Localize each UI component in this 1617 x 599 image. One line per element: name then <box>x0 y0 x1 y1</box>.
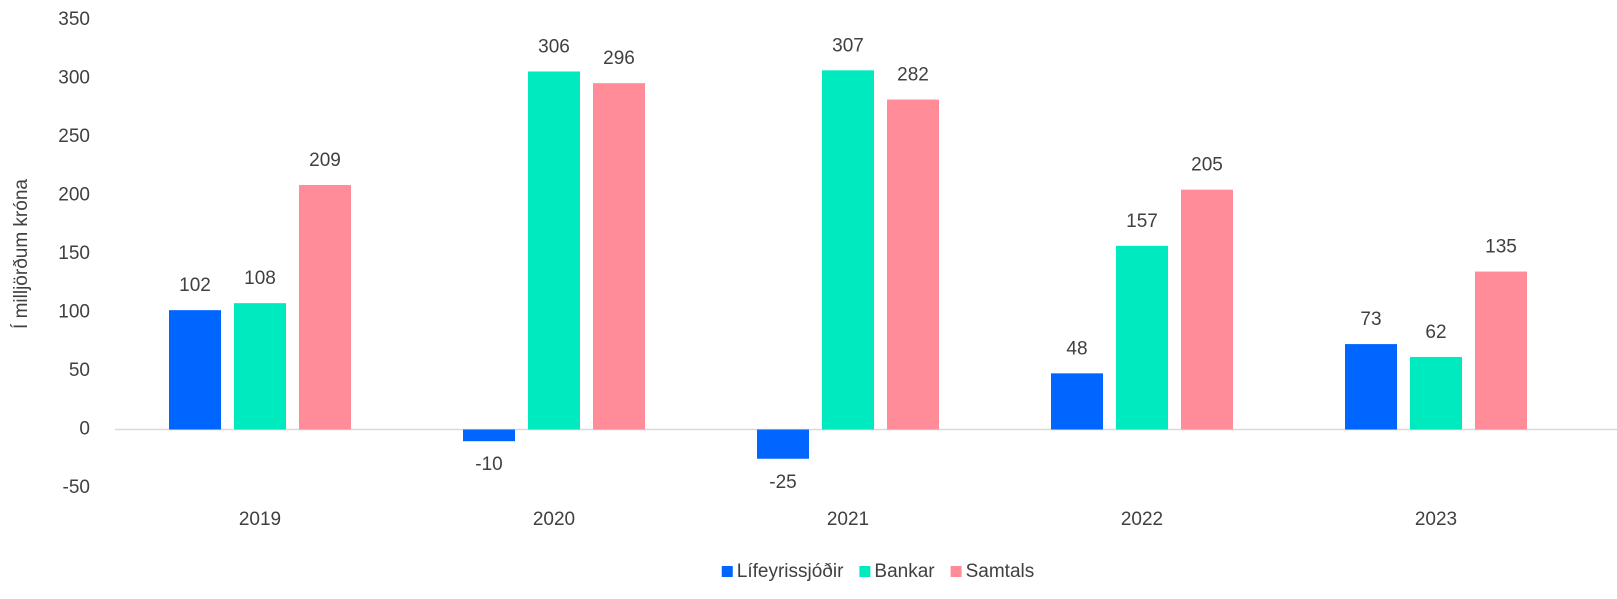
y-tick-label: 350 <box>58 9 90 30</box>
bar <box>463 429 515 442</box>
legend-label: Bankar <box>874 561 935 582</box>
bar <box>169 310 221 430</box>
bar <box>887 99 939 430</box>
data-label: 296 <box>603 48 635 69</box>
bar <box>1116 245 1168 430</box>
data-label: 205 <box>1191 155 1223 176</box>
data-label: 307 <box>832 35 864 56</box>
bar <box>1345 344 1397 430</box>
legend-swatch <box>859 566 871 577</box>
y-tick-label: 200 <box>58 185 90 206</box>
y-tick-label: 0 <box>79 419 90 440</box>
data-label: -10 <box>475 454 502 475</box>
x-tick-label: 2020 <box>533 509 575 530</box>
legend-label: Samtals <box>966 561 1035 582</box>
bar <box>1475 271 1527 430</box>
data-label: 157 <box>1126 211 1158 232</box>
bar <box>1051 373 1103 430</box>
data-label: 48 <box>1066 338 1087 359</box>
y-tick-label: 100 <box>58 302 90 323</box>
y-tick-label: -50 <box>63 477 90 498</box>
legend-swatch <box>950 566 962 577</box>
y-tick-label: 250 <box>58 126 90 147</box>
data-label: -25 <box>769 472 796 493</box>
bar <box>1410 356 1462 430</box>
bar <box>528 71 580 430</box>
data-label: 62 <box>1425 322 1446 343</box>
data-label: 209 <box>309 150 341 171</box>
x-tick-label: 2022 <box>1121 509 1163 530</box>
data-label: 102 <box>179 275 211 296</box>
x-tick-label: 2021 <box>827 509 869 530</box>
bar <box>234 303 286 430</box>
data-label: 73 <box>1360 309 1381 330</box>
bar <box>822 70 874 430</box>
bar <box>757 429 809 459</box>
x-tick-label: 2023 <box>1415 509 1457 530</box>
y-tick-label: 150 <box>58 243 90 264</box>
y-tick-label: 300 <box>58 68 90 89</box>
y-axis-label: Í milljörðum króna <box>11 179 32 329</box>
legend-label: Lífeyrissjóðir <box>737 561 844 582</box>
data-label: 108 <box>244 268 276 289</box>
y-tick-label: 50 <box>69 360 90 381</box>
data-label: 306 <box>538 36 570 57</box>
bar <box>1181 189 1233 430</box>
bar <box>593 83 645 430</box>
data-label: 282 <box>897 65 929 86</box>
bar <box>299 184 351 430</box>
legend-swatch <box>721 566 733 577</box>
data-label: 135 <box>1485 237 1517 258</box>
x-tick-label: 2019 <box>239 509 281 530</box>
